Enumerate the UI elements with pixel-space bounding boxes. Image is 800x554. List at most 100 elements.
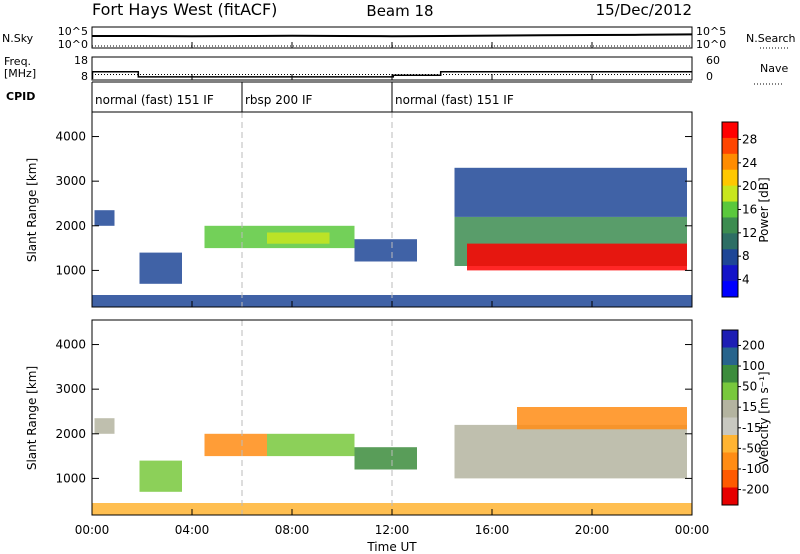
y-tick-label: 2000 bbox=[55, 427, 86, 441]
colorbar-tick-label: 24 bbox=[742, 156, 757, 170]
colorbar-swatch bbox=[722, 347, 738, 366]
beam-label: Beam 18 bbox=[366, 2, 433, 20]
cpid-label: CPID bbox=[6, 90, 35, 103]
colorbar-swatch bbox=[722, 265, 738, 282]
colorbar-swatch bbox=[722, 417, 738, 436]
plot-title: Fort Hays West (fitACF) bbox=[92, 0, 277, 19]
noise-left-tick-top: 10^5 bbox=[58, 25, 88, 38]
freq-label-2: [MHz] bbox=[4, 67, 36, 80]
colorbar-swatch bbox=[722, 452, 738, 471]
colorbar-swatch bbox=[722, 217, 738, 234]
colorbar-tick-label: -200 bbox=[742, 483, 769, 497]
colorbar-tick-label: -50 bbox=[742, 441, 762, 455]
colorbar-swatch bbox=[722, 470, 738, 488]
freq-label-1: Freq. bbox=[4, 55, 31, 68]
noise-right-tick-top: 10^5 bbox=[696, 25, 726, 38]
x-tick-label: 00:00 bbox=[675, 523, 710, 537]
noise-right-tick-bottom: 10^0 bbox=[696, 38, 726, 51]
x-tick-label: 16:00 bbox=[475, 523, 510, 537]
colorbar-tick-label: 8 bbox=[742, 249, 750, 263]
cpid-segment-label: normal (fast) 151 IF bbox=[95, 93, 214, 107]
y-tick-label: 3000 bbox=[55, 174, 86, 188]
colorbar-tick-label: -15 bbox=[742, 421, 762, 435]
colorbar-swatch bbox=[722, 169, 738, 187]
colorbar-swatch bbox=[722, 249, 738, 266]
power-cbar-title: Power [dB] bbox=[757, 177, 771, 242]
colorbar-swatch bbox=[722, 487, 738, 506]
colorbar-swatch bbox=[722, 233, 738, 250]
colorbar-tick-label: 200 bbox=[742, 338, 765, 352]
colorbar-swatch bbox=[722, 153, 738, 171]
colorbar-swatch bbox=[722, 400, 738, 418]
scatter-region bbox=[354, 447, 417, 470]
velocity-panel: Slant Range [km] 1000 2000 3000 4000 bbox=[25, 319, 693, 516]
x-axis-label: Time UT bbox=[366, 540, 417, 554]
scatter-region bbox=[454, 424, 687, 479]
colorbar-swatch bbox=[722, 281, 738, 298]
x-tick-label: 04:00 bbox=[175, 523, 210, 537]
scatter-region bbox=[517, 407, 687, 430]
scatter-region bbox=[139, 460, 182, 492]
y-tick-label: 1000 bbox=[55, 471, 86, 485]
noise-left-tick-bottom: 10^0 bbox=[58, 38, 88, 51]
colorbar-swatch bbox=[722, 382, 738, 401]
colorbar-tick-label: 15 bbox=[742, 400, 757, 414]
colorbar-tick-label: 16 bbox=[742, 203, 757, 217]
x-tick-label: 12:00 bbox=[375, 523, 410, 537]
power-colorbar: 28 24 20 16 12 8 4 bbox=[721, 121, 757, 298]
scatter-region bbox=[354, 239, 417, 262]
scatter-region bbox=[204, 433, 267, 457]
cpid-panel: CPID normal (fast) 151 IF rbsp 200 IF norm… bbox=[6, 81, 692, 112]
nave-tick-bottom: 0 bbox=[706, 70, 713, 83]
y-tick-label: 1000 bbox=[55, 263, 86, 277]
date-label: 15/Dec/2012 bbox=[596, 1, 692, 19]
colorbar-tick-label: -100 bbox=[742, 462, 769, 476]
cpid-segment-label: rbsp 200 IF bbox=[245, 93, 312, 107]
x-tick-label: 08:00 bbox=[275, 523, 310, 537]
velocity-cbar-title: Velocity [m s⁻¹] bbox=[757, 371, 771, 464]
x-axis: 00:00 04:00 08:00 12:00 16:00 20:00 00:00 bbox=[75, 42, 710, 537]
nave-label: Nave bbox=[760, 62, 788, 75]
x-tick-label: 00:00 bbox=[75, 523, 110, 537]
scatter-region bbox=[94, 418, 115, 434]
nsky-trace bbox=[92, 33, 693, 38]
freq-tick-top: 18 bbox=[74, 54, 88, 67]
freq-tick-bottom: 8 bbox=[81, 70, 88, 83]
colorbar-tick-label: 50 bbox=[742, 380, 757, 394]
colorbar-swatch bbox=[722, 185, 738, 203]
y-tick-label: 2000 bbox=[55, 219, 86, 233]
colorbar-tick-label: 4 bbox=[742, 273, 750, 287]
colorbar-frame bbox=[721, 329, 739, 506]
velocity-ylabel: Slant Range [km] bbox=[25, 366, 39, 470]
y-tick-label: 4000 bbox=[55, 130, 86, 144]
colorbar-tick-label: 20 bbox=[742, 179, 757, 193]
power-panel: Slant Range [km] 1000 2000 3000 4000 bbox=[25, 111, 693, 308]
scatter-region bbox=[454, 167, 687, 217]
power-ylabel: Slant Range [km] bbox=[25, 158, 39, 262]
colorbar-swatch bbox=[722, 137, 738, 155]
colorbar-swatch bbox=[722, 201, 738, 218]
colorbar-swatch bbox=[722, 365, 738, 383]
velocity-colorbar: 200 100 50 15 -15 -50 -100 -200 bbox=[721, 329, 769, 506]
colorbar-swatch bbox=[722, 122, 738, 139]
colorbar-swatch bbox=[722, 330, 738, 348]
colorbar-swatch bbox=[722, 435, 738, 453]
scatter-region bbox=[94, 210, 115, 226]
scatter-region bbox=[267, 232, 330, 244]
scatter-region bbox=[467, 243, 687, 271]
nsearch-label: N.Search bbox=[746, 32, 796, 45]
colorbar-tick-label: 28 bbox=[742, 133, 757, 147]
cpid-segment-label: normal (fast) 151 IF bbox=[395, 93, 514, 107]
nave-tick-top: 60 bbox=[706, 54, 720, 67]
freq-panel: Freq. [MHz] 18 8 60 0 Nave bbox=[4, 54, 788, 85]
nsky-label: N.Sky bbox=[2, 32, 34, 45]
scatter-region bbox=[139, 252, 182, 284]
y-tick-label: 3000 bbox=[55, 382, 86, 396]
scatter-region bbox=[267, 433, 355, 457]
x-tick-label: 20:00 bbox=[575, 523, 610, 537]
colorbar-tick-label: 100 bbox=[742, 359, 765, 373]
freq-trace bbox=[91, 70, 692, 79]
colorbar-tick-label: 12 bbox=[742, 226, 757, 240]
y-tick-label: 4000 bbox=[55, 338, 86, 352]
